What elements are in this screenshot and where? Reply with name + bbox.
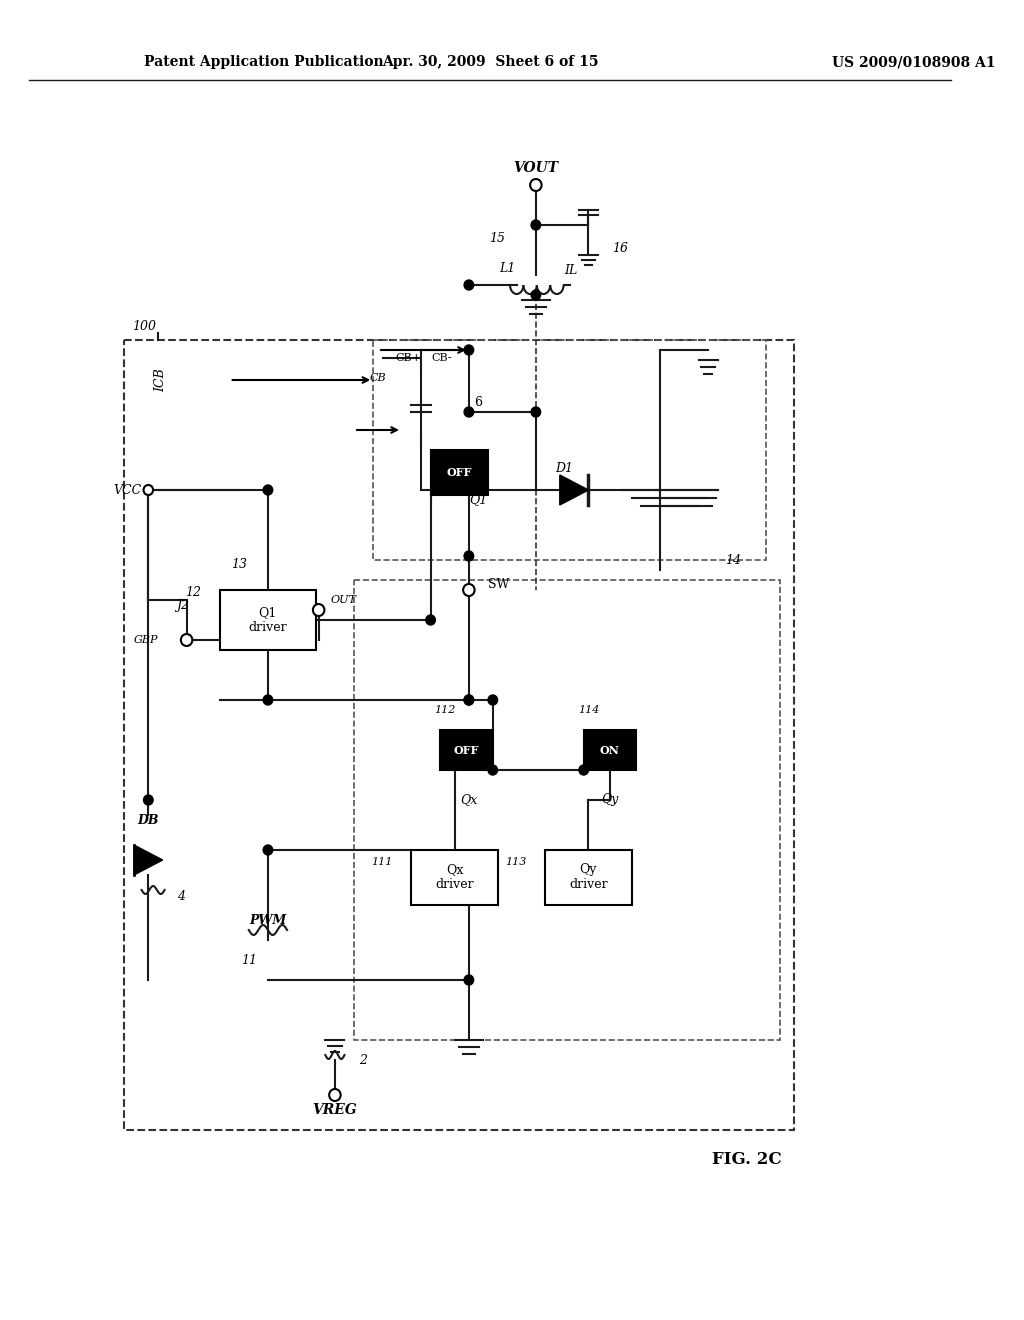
Circle shape [143,795,154,805]
Text: VOUT: VOUT [513,161,558,176]
Circle shape [263,845,272,855]
Bar [373,341,766,560]
Text: 12: 12 [185,586,201,598]
Text: 11: 11 [241,953,257,966]
Text: OFF: OFF [454,744,479,755]
Text: 113: 113 [505,857,526,867]
Circle shape [464,975,474,985]
Circle shape [329,1089,341,1101]
Circle shape [181,634,193,645]
Text: CB: CB [370,374,386,383]
Text: Q1
driver: Q1 driver [249,606,288,634]
Circle shape [263,484,272,495]
Text: Qy: Qy [601,793,618,807]
Circle shape [464,407,474,417]
Text: GBP: GBP [133,635,158,645]
Bar [412,850,498,906]
Text: DB: DB [137,813,159,826]
Text: Qy
driver: Qy driver [569,863,608,891]
Text: 16: 16 [612,242,629,255]
Bar [440,730,493,770]
Bar [584,730,636,770]
Circle shape [488,696,498,705]
Text: OUT: OUT [330,595,356,605]
Text: Qx: Qx [460,793,477,807]
Text: ICB: ICB [155,368,167,392]
Text: 100: 100 [132,319,156,333]
Bar [124,341,795,1130]
Circle shape [464,280,474,290]
Text: Qx
driver: Qx driver [435,863,474,891]
Circle shape [531,290,541,300]
Text: CB+: CB+ [395,352,422,363]
Text: IL: IL [564,264,578,276]
Circle shape [464,345,474,355]
Circle shape [263,696,272,705]
Text: CB-: CB- [432,352,453,363]
Circle shape [579,766,589,775]
Circle shape [464,696,474,705]
Text: 112: 112 [434,705,456,715]
Text: OFF: OFF [446,466,472,478]
Text: 13: 13 [231,557,247,570]
Circle shape [464,696,474,705]
Text: 114: 114 [578,705,599,715]
Circle shape [143,484,154,495]
Text: 6: 6 [474,396,482,409]
Text: 14: 14 [725,553,741,566]
Text: ON: ON [600,744,620,755]
Text: 111: 111 [371,857,392,867]
Text: Apr. 30, 2009  Sheet 6 of 15: Apr. 30, 2009 Sheet 6 of 15 [382,55,598,69]
Circle shape [313,605,325,616]
Circle shape [463,583,474,597]
Bar [546,850,632,906]
Text: Q1: Q1 [469,494,487,507]
Text: 4: 4 [177,890,185,903]
Circle shape [531,220,541,230]
Text: L1: L1 [499,261,515,275]
Text: US 2009/0108908 A1: US 2009/0108908 A1 [833,55,996,69]
Text: FIG. 2C: FIG. 2C [712,1151,781,1168]
Text: 2: 2 [358,1053,367,1067]
Circle shape [488,766,498,775]
Circle shape [426,615,435,624]
Text: PWM: PWM [249,913,287,927]
Text: J2: J2 [176,598,189,611]
Text: Patent Application Publication: Patent Application Publication [143,55,383,69]
Circle shape [464,550,474,561]
Text: 15: 15 [489,231,506,244]
Circle shape [464,484,474,495]
Circle shape [531,407,541,417]
Circle shape [530,180,542,191]
Text: VCC: VCC [114,483,141,496]
Bar [431,450,488,495]
Polygon shape [560,475,589,506]
Text: VREG: VREG [312,1104,357,1117]
Bar [354,579,780,1040]
Bar [220,590,315,649]
Text: D1: D1 [556,462,573,474]
Text: SW: SW [488,578,509,591]
Polygon shape [134,845,163,875]
